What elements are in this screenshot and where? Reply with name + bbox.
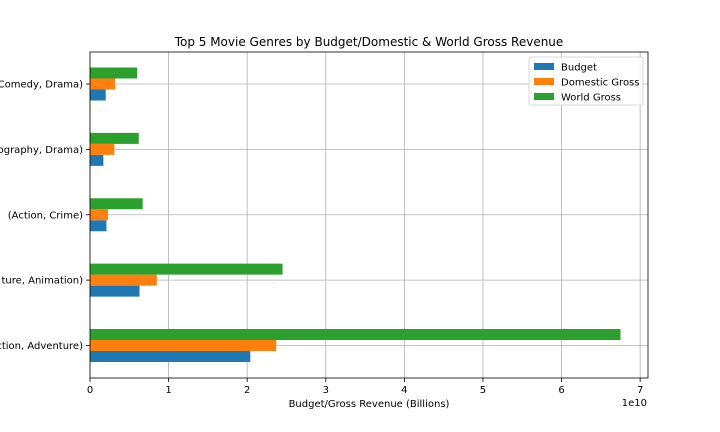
legend-swatch	[534, 93, 554, 100]
chart-title: Top 5 Movie Genres by Budget/Domestic & …	[174, 35, 564, 49]
bar-budget	[90, 154, 104, 166]
x-tick-label: 0	[87, 385, 93, 396]
legend-label: World Gross	[561, 93, 621, 104]
y-tick-label: ture, Animation)	[1, 276, 83, 287]
bar-world-gross	[90, 198, 143, 210]
bar-domestic-gross	[90, 209, 109, 221]
legend-swatch	[534, 78, 554, 85]
bar-budget	[90, 351, 251, 362]
x-tick-label: 2	[244, 385, 250, 396]
x-axis-offset-label: 1e10	[622, 398, 647, 409]
x-tick-label: 3	[323, 385, 329, 396]
bars	[90, 67, 621, 362]
bar-domestic-gross	[90, 143, 115, 155]
bar-world-gross	[90, 263, 283, 275]
bar-budget	[90, 285, 140, 297]
x-tick-label: 5	[480, 385, 486, 396]
bar-domestic-gross	[90, 274, 157, 286]
x-tick-label: 7	[637, 385, 643, 396]
legend: Budget Domestic Gross World Gross	[528, 56, 644, 106]
y-tick-label: ography, Drama)	[0, 145, 83, 156]
legend-box	[528, 56, 644, 106]
bar-domestic-gross	[90, 78, 116, 90]
bar-domestic-gross	[90, 340, 277, 351]
x-tick-label: 4	[401, 385, 407, 396]
y-tick-label: Comedy, Drama)	[0, 80, 83, 91]
bar-world-gross	[90, 67, 138, 79]
bar-world-gross	[90, 132, 139, 144]
x-axis-label: Budget/Gross Revenue (Billions)	[289, 399, 450, 410]
x-tick-label: 6	[558, 385, 564, 396]
bar-budget	[90, 89, 106, 101]
x-tick-label: 1	[165, 385, 171, 396]
y-tick-label: (Action, Crime)	[8, 210, 83, 221]
axis-ticks: 0 1 2 3 4 5 6 7 Action, Adventure) ture, Animatio…	[0, 80, 643, 397]
legend-swatch	[534, 63, 554, 70]
legend-label: Budget	[561, 63, 597, 74]
y-tick-label: Action, Adventure)	[0, 341, 83, 352]
bar-world-gross	[90, 329, 621, 340]
legend-label: Domestic Gross	[561, 78, 639, 89]
bar-budget	[90, 220, 107, 232]
